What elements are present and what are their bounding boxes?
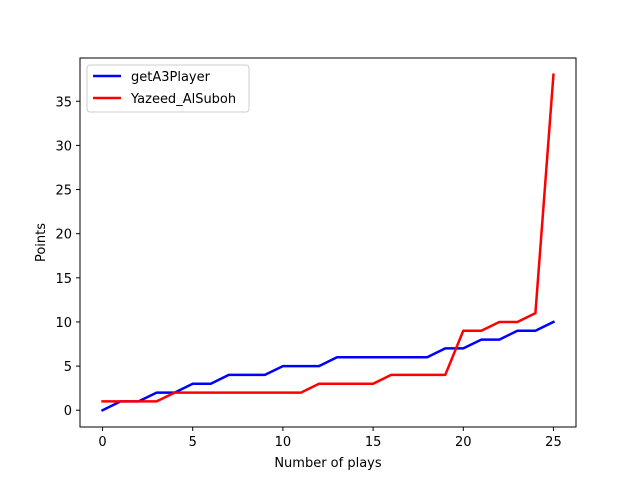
series-line-0 (100, 320, 556, 412)
x-tick-label: 20 (455, 435, 472, 450)
legend-box (86, 64, 250, 113)
x-tick-label: 10 (275, 435, 292, 450)
y-tick-label: 35 (55, 95, 72, 110)
y-tick-label: 20 (55, 228, 72, 243)
y-tick-label: 25 (55, 184, 72, 199)
x-tick-label: 25 (545, 435, 562, 450)
y-tick-label: 15 (55, 272, 72, 287)
x-axis-label: Number of plays (274, 456, 382, 471)
y-axis-ticks: 0 5 10 15 20 25 30 35 (55, 95, 80, 419)
y-axis-label: Points (34, 223, 49, 262)
y-tick-label: 10 (55, 316, 72, 331)
plot-lines (100, 73, 556, 412)
y-tick-label: 0 (64, 404, 72, 419)
series-line-1 (101, 73, 555, 403)
x-tick-label: 0 (98, 435, 106, 450)
x-tick-label: 5 (189, 435, 197, 450)
legend-label-series-1: Yazeed_AlSuboh (130, 92, 236, 107)
x-axis-ticks: 0 5 10 15 20 25 (98, 427, 562, 450)
x-tick-label: 15 (365, 435, 382, 450)
y-tick-label: 30 (55, 139, 72, 154)
axes-frame (79, 57, 577, 428)
legend-label-series-0: getA3Player (131, 70, 211, 85)
y-tick-label: 5 (64, 360, 72, 375)
legend: getA3Player Yazeed_AlSuboh (86, 64, 250, 113)
